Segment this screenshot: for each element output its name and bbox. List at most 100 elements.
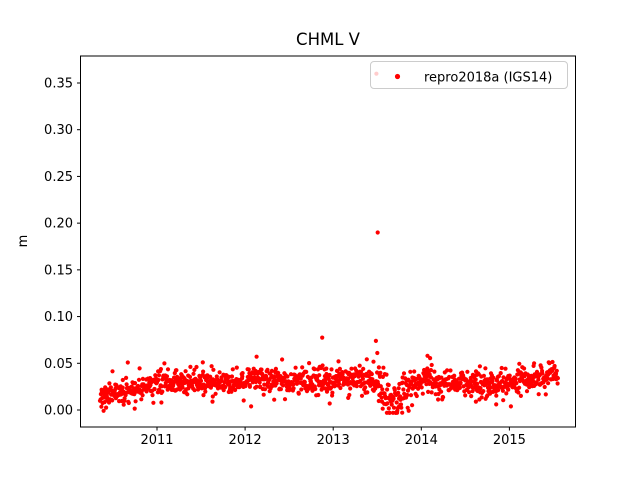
data-point [240,374,245,379]
data-point [348,386,353,391]
data-point [194,364,199,370]
data-point [458,380,463,385]
data-point [491,375,496,380]
data-point [380,406,385,411]
data-point [139,397,144,402]
y-tick-label: 0.00 [44,404,73,419]
data-point [414,393,419,399]
data-point [188,364,193,369]
data-point [183,369,188,374]
data-point [467,390,472,395]
data-point [407,385,412,390]
data-point [457,385,462,390]
legend: repro2018a (IGS14) [370,61,568,89]
data-point [496,374,501,379]
data-point [151,400,156,405]
outlier-point [373,338,378,343]
data-point [536,392,541,397]
data-point [386,406,391,411]
data-point [107,381,112,386]
legend-label: repro2018a (IGS14) [424,71,552,86]
data-point [468,375,473,380]
data-point [99,404,104,409]
data-point [160,389,165,394]
data-point [469,394,474,399]
y-tick-label: 0.20 [44,217,73,232]
data-point [164,374,170,379]
data-point [320,363,325,368]
data-point [174,368,179,373]
data-point [326,383,331,388]
data-point [426,389,431,394]
data-point [240,371,245,376]
data-point [276,370,281,376]
data-point [265,367,270,372]
data-point [508,404,513,409]
x-tick-label: 2013 [317,433,350,448]
outlier-point [532,361,537,366]
data-point [357,363,362,368]
data-point [185,392,190,397]
data-point [483,366,488,371]
outlier-point [210,399,215,404]
data-point [329,367,334,372]
data-point [496,388,501,393]
data-point [354,384,359,389]
data-point [291,382,296,387]
data-point [295,378,300,383]
data-point [412,369,417,374]
data-point [162,361,167,366]
data-point [159,384,164,389]
data-point [361,366,366,371]
data-point [385,401,390,406]
data-point [490,379,495,384]
data-point [260,373,265,378]
data-point [215,376,220,382]
data-point [150,393,155,398]
data-point [307,361,312,366]
data-point [132,381,138,386]
data-point [124,382,129,387]
data-point [396,390,401,395]
data-point [211,367,216,372]
data-point [192,367,197,372]
scatter-points-layer [97,71,561,415]
data-point [378,370,383,375]
data-point [359,369,364,374]
data-point [192,388,197,393]
data-point [465,369,470,374]
outlier-point [375,350,380,356]
data-point [507,373,512,378]
data-point [133,399,138,404]
data-point [316,392,321,398]
data-point [234,365,239,370]
legend-marker-icon [394,73,401,80]
data-point [121,402,126,407]
x-tick-label: 2011 [140,433,173,448]
data-point [158,367,163,372]
data-point [337,366,342,371]
data-point [516,390,521,395]
data-point [552,363,557,369]
data-point [152,387,157,392]
data-point [396,386,401,391]
y-tick-label: 0.30 [44,123,73,138]
y-tick-label: 0.25 [44,170,73,185]
data-point [400,410,405,415]
data-point [542,384,547,390]
data-point [500,388,505,393]
data-point [428,368,433,373]
outlier-point [336,359,341,364]
data-point [349,366,354,371]
data-point [229,389,234,394]
data-point [120,385,125,390]
data-point [313,386,318,392]
data-point [408,369,413,374]
data-point [389,402,394,407]
data-point [555,376,561,381]
data-point [302,379,307,385]
data-point [371,359,376,364]
data-point [384,372,389,377]
